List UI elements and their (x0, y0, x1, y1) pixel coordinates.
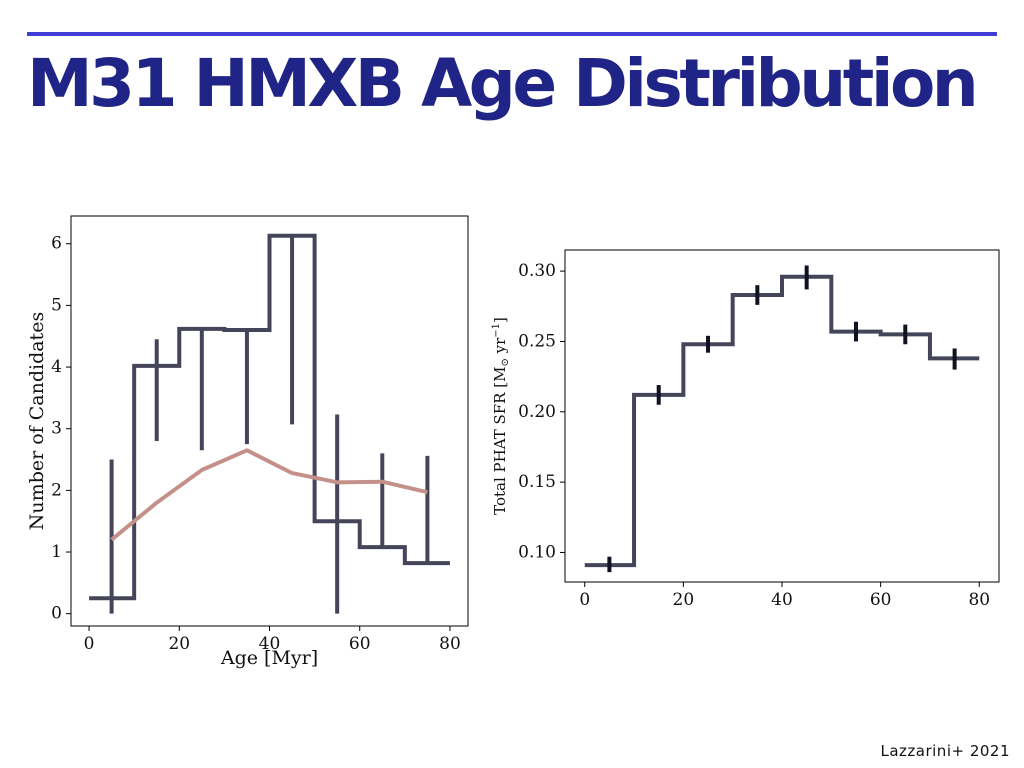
x-axis: 0 20 40 60 80 (579, 582, 990, 610)
x-tick-label: 0 (84, 634, 95, 654)
x-axis-label: Age [Myr] (220, 647, 318, 669)
y-axis-label: Total PHAT SFR [M⊙ yr−1] (491, 317, 511, 515)
y-axis: 0.10 0.15 0.20 0.25 0.30 (518, 261, 565, 562)
x-tick-label: 0 (579, 590, 590, 610)
y-tick-label: 5 (51, 295, 62, 315)
y-tick-label: 0 (51, 604, 62, 624)
x-tick-label: 80 (439, 634, 461, 654)
y-tick-label: 0.15 (518, 472, 556, 492)
y-axis-label-main: Total PHAT SFR [M (491, 367, 509, 515)
plot-marks (584, 265, 980, 573)
y-axis-label-exponent: −1 (491, 323, 502, 338)
y-axis-label-end: ] (491, 317, 509, 323)
y-tick-label: 2 (51, 480, 62, 500)
x-axis: 0 20 40 60 80 (84, 626, 461, 654)
x-tick-label: 40 (771, 590, 793, 610)
y-tick-label: 0.10 (518, 542, 556, 562)
step-histogram-line (89, 233, 450, 601)
plot-marks (89, 233, 450, 614)
hmxb-candidates-chart: 0 20 40 60 80 0 1 2 3 4 5 6 Age [Myr] Number of Ca… (26, 215, 469, 669)
y-axis-label: Number of Candidates (26, 312, 48, 530)
title-rule (27, 32, 997, 36)
y-tick-label: 0.30 (518, 261, 556, 281)
step-histogram-line (584, 274, 980, 568)
x-tick-label: 20 (168, 634, 190, 654)
y-tick-label: 6 (51, 234, 62, 254)
y-tick-label: 0.25 (518, 331, 556, 351)
y-tick-label: 3 (51, 419, 62, 439)
y-axis-label-sun-symbol: ⊙ (500, 358, 511, 366)
y-tick-label: 0.20 (518, 402, 556, 422)
y-tick-label: 4 (51, 357, 62, 377)
x-tick-label: 60 (349, 634, 371, 654)
plot-frame (564, 249, 1000, 583)
x-tick-label: 40 (259, 634, 281, 654)
y-axis-label-unit: yr (491, 337, 509, 358)
x-tick-label: 60 (870, 590, 892, 610)
phat-sfr-chart: 0 20 40 60 80 0.10 0.15 0.20 0.25 0.30 Total PHA… (491, 249, 1000, 610)
citation-credit: Lazzarini+ 2021 (880, 742, 1010, 760)
x-tick-label: 20 (673, 590, 695, 610)
x-tick-label: 80 (968, 590, 990, 610)
y-axis: 0 1 2 3 4 5 6 (51, 234, 71, 624)
model-line (110, 448, 428, 542)
y-tick-label: 1 (51, 542, 62, 562)
slide-title: M31 HMXB Age Distribution (27, 45, 979, 122)
